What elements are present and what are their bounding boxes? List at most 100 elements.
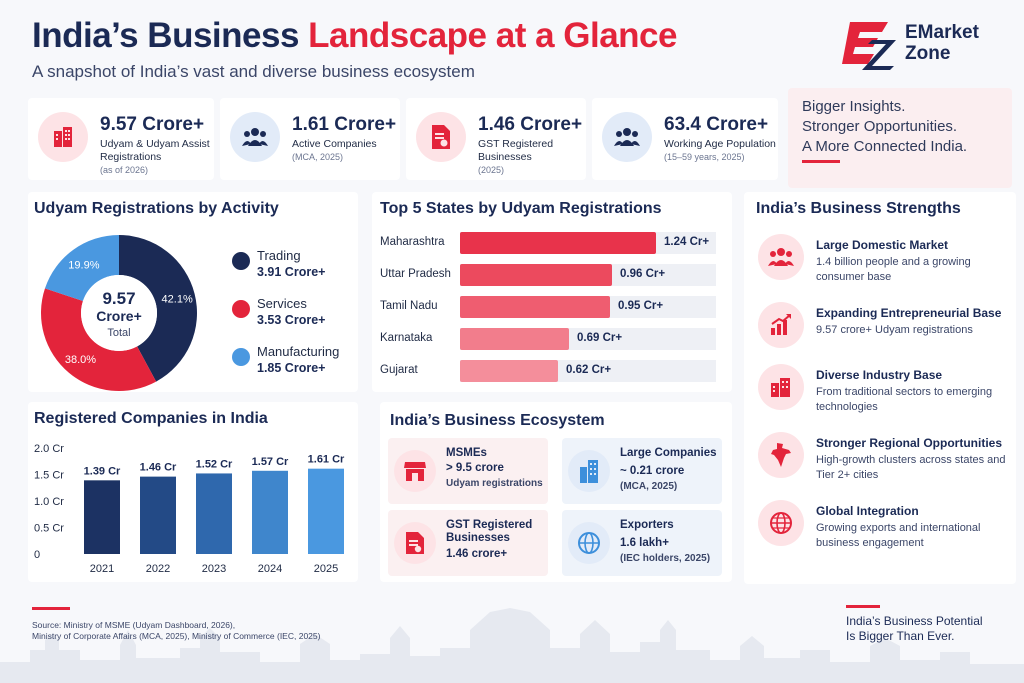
donut-chart: 9.57 Crore+ Total 42.1% 38.0% 19.9%	[40, 235, 197, 391]
strength-title: Diverse Industry Base	[816, 368, 943, 382]
y-tick-label: 0.5 Cr	[34, 523, 64, 535]
vbar-chart-title: Registered Companies in India	[34, 410, 268, 427]
donut-percent-label: 19.9%	[68, 259, 99, 271]
x-tick-label: 2021	[90, 563, 114, 575]
logo-line-2: Zone	[905, 43, 951, 64]
stat-value: 63.4 Crore+	[664, 114, 769, 135]
y-tick-label: 0	[34, 549, 40, 561]
strength-title: Stronger Regional Opportunities	[816, 436, 1003, 450]
eco-card-gst: GST Registered Businesses 1.46 crore+	[388, 510, 548, 576]
closing-statement: India’s Business Potential Is Bigger Tha…	[846, 614, 983, 644]
donut-hole	[81, 275, 157, 351]
legend-label: Trading	[257, 248, 301, 263]
stat-label-line: GST Registered	[478, 138, 554, 150]
document-icon	[394, 522, 436, 564]
hbar-bar	[460, 360, 558, 382]
accent-bar	[802, 160, 840, 163]
donut-center-label: Total	[107, 327, 130, 339]
tagline-text: Bigger Insights. Stronger Opportunities.…	[802, 97, 1012, 157]
skyline-decoration	[0, 608, 1024, 683]
donut-chart-title: Udyam Registrations by Activity	[34, 200, 279, 217]
y-tick-label: 1.5 Cr	[34, 470, 64, 482]
donut-slice-manufacturing	[44, 235, 119, 302]
eco-card-msmes: MSMEs > 9.5 crore Udyam registrations	[388, 438, 548, 504]
eco-title-text: MSMEs	[446, 447, 487, 459]
strength-desc: 1.4 billion people and a growing consume…	[816, 256, 971, 283]
strength-title: Expanding Entrepreneurial Base	[816, 306, 1002, 320]
strengths-title: India’s Business Strengths	[756, 200, 961, 217]
buildings-icon	[758, 364, 804, 410]
hbar-category-label: Gujarat	[380, 364, 418, 376]
source-line: Ministry of Corporate Affairs (MCA, 2025…	[32, 631, 321, 641]
x-tick-label: 2025	[314, 563, 338, 575]
eco-card-value: > 9.5 crore	[446, 462, 504, 474]
ecosystem-title: India’s Business Ecosystem	[390, 412, 605, 429]
vbar-chart: 2.0 Cr 1.5 Cr 1.0 Cr 0.5 Cr 0 1.39 Cr 2021 1.46…	[34, 443, 345, 575]
stat-value: 1.61 Crore+	[292, 114, 397, 135]
globe-icon	[568, 522, 610, 564]
source-note: Source: Ministry of MSME (Udyam Dashboar…	[32, 620, 320, 642]
tagline-line: Stronger Opportunities.	[802, 118, 958, 135]
stat-note: (2025)	[478, 165, 505, 175]
donut-percent-label: 42.1%	[162, 293, 193, 305]
strength-desc: High-growth clusters across states and T…	[816, 454, 1006, 481]
stat-card-udyam: 9.57 Crore+ Udyam & Udyam Assist Registr…	[28, 98, 214, 180]
vbar-bar	[140, 476, 176, 554]
eco-card-value: 1.46 crore+	[446, 548, 508, 560]
legend-value: 3.91 Crore+	[257, 265, 326, 279]
people-icon	[230, 112, 280, 162]
stat-label: Active Companies (MCA, 2025)	[292, 138, 377, 164]
hbar-value-label: 0.95 Cr+	[618, 300, 664, 312]
hbar-chart-title: Top 5 States by Udyam Registrations	[380, 200, 662, 217]
hbar-category-label: Karnataka	[380, 332, 433, 344]
eco-title-text: Exporters	[620, 519, 674, 531]
legend-label: Manufacturing	[257, 344, 340, 359]
strength-desc: Growing exports and international busine…	[816, 522, 981, 549]
logo-line-1: EMarket	[905, 22, 979, 43]
stat-note: (as of 2026)	[100, 165, 149, 175]
stat-label-line: Working Age Population	[664, 138, 776, 150]
vbar-bar	[84, 480, 120, 554]
document-icon	[416, 112, 466, 162]
eco-card-value: ~ 0.21 crore	[620, 465, 685, 477]
building-icon	[38, 112, 88, 162]
closing-line: India’s Business Potential	[846, 614, 983, 628]
tagline-line: A More Connected India.	[802, 138, 968, 155]
legend-swatch-services	[232, 300, 250, 318]
eco-title-text: GST Registered Businesses	[446, 519, 533, 544]
vbar-value-label: 1.61 Cr	[308, 454, 345, 466]
stat-label: Working Age Population (15–59 years, 202…	[664, 138, 776, 164]
india-map-icon	[758, 432, 804, 478]
eco-card-title: GST Registered Businesses 1.46 crore+	[446, 519, 546, 561]
x-tick-label: 2022	[146, 563, 170, 575]
stat-note: (15–59 years, 2025)	[664, 152, 745, 162]
vbar-bar	[196, 473, 232, 554]
legend-swatch-manufacturing	[232, 348, 250, 366]
legend-value: 3.53 Crore+	[257, 313, 326, 327]
eco-card-title: MSMEs > 9.5 crore Udyam registrations	[446, 447, 546, 490]
stat-label-line: Registrations	[100, 151, 162, 163]
eco-card-large-companies: Large Companies ~ 0.21 crore (MCA, 2025)	[562, 438, 722, 504]
skyscraper-icon	[568, 450, 610, 492]
stat-label-line: Active Companies	[292, 138, 377, 150]
eco-card-title: Large Companies ~ 0.21 crore (MCA, 2025)	[620, 447, 720, 493]
people-icon	[758, 234, 804, 280]
vbar-value-label: 1.57 Cr	[252, 456, 289, 468]
hbar-value-label: 0.96 Cr+	[620, 268, 666, 280]
title-part-1: India’s Business	[32, 16, 299, 55]
stat-value: 9.57 Crore+	[100, 114, 205, 135]
legend-swatch-trading	[232, 252, 250, 270]
hbar-chart: Maharashtra 1.24 Cr+ Uttar Pradesh 0.96 Cr+…	[374, 232, 724, 392]
vbar-value-label: 1.46 Cr	[140, 462, 177, 474]
hbar-category-label: Uttar Pradesh	[380, 268, 451, 280]
legend-value: 1.85 Crore+	[257, 361, 326, 375]
stat-label-line: Udyam & Udyam Assist	[100, 138, 210, 150]
page-subtitle: A snapshot of India’s vast and diverse b…	[32, 62, 475, 81]
hbar-category-label: Tamil Nadu	[380, 300, 438, 312]
hbar-bar	[460, 328, 569, 350]
closing-line: Is Bigger Than Ever.	[846, 629, 955, 643]
hbar-value-label: 0.62 Cr+	[566, 364, 612, 376]
vbar-bar	[252, 470, 288, 554]
shop-icon	[394, 450, 436, 492]
source-line: Source: Ministry of MSME (Udyam Dashboar…	[32, 620, 236, 630]
